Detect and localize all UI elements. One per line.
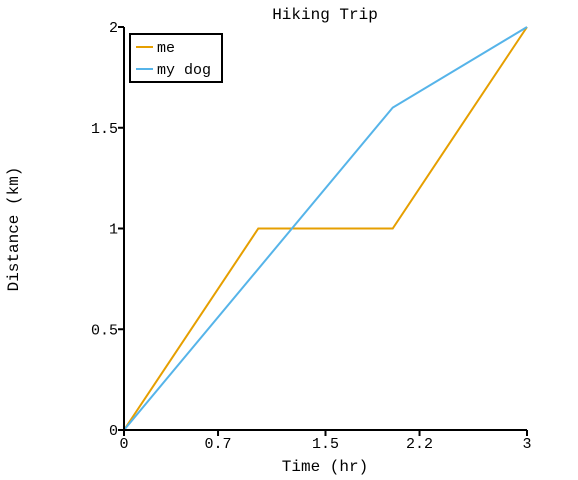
x-axis-label: Time (hr) xyxy=(282,458,368,476)
x-tick-label: 0 xyxy=(119,436,128,453)
chart-title: Hiking Trip xyxy=(272,6,378,24)
series-line-me xyxy=(123,26,528,431)
y-axis-ticks: 0 0.5 1 1.5 2 xyxy=(91,20,124,440)
y-tick-label: 0 xyxy=(109,423,118,440)
series-line-my-dog xyxy=(123,26,528,431)
x-tick-label: 0.7 xyxy=(205,436,232,453)
y-tick-label: 1 xyxy=(109,222,118,239)
legend-entry-label: my dog xyxy=(157,62,211,79)
legend-box xyxy=(129,33,223,83)
plot-area xyxy=(123,26,528,431)
x-axis-ticks: 0 0.7 1.5 2.2 3 xyxy=(119,430,532,453)
x-tick-label: 3 xyxy=(522,436,531,453)
legend: me my dog xyxy=(129,33,223,83)
y-tick-label: 0.5 xyxy=(91,322,118,339)
y-tick-label: 2 xyxy=(109,20,118,37)
x-tick-label: 1.5 xyxy=(312,436,339,453)
y-tick-label: 1.5 xyxy=(91,121,118,138)
y-axis-label: Distance (km) xyxy=(5,167,23,292)
legend-entry-label: me xyxy=(157,40,175,57)
x-tick-label: 2.2 xyxy=(406,436,433,453)
